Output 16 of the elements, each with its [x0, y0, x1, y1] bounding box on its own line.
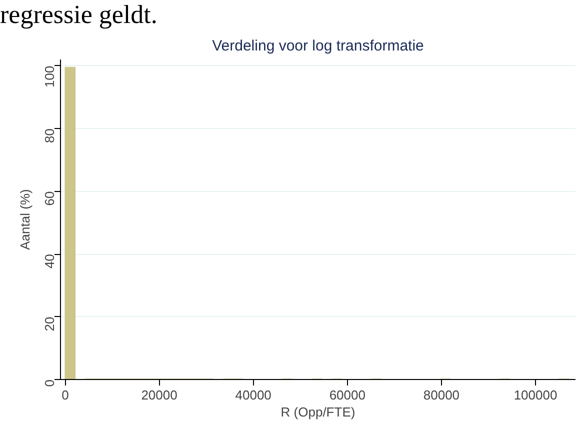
text: regressie geldt.: [0, 0, 158, 30]
y-tick-label: 40: [42, 254, 57, 268]
y-axis-title: Aantal (%): [18, 189, 32, 250]
y-tick-label: 60: [42, 191, 57, 206]
y-tick-label: 20: [42, 316, 57, 332]
x-tick-label: 20000: [141, 388, 178, 402]
x-tick-label: 60000: [329, 388, 366, 402]
chart-title: Verdeling voor log transformatie: [212, 38, 424, 54]
x-tick-label: 80000: [423, 388, 460, 402]
y-tick-label: 100: [42, 66, 57, 88]
y-tick-label: 0: [42, 379, 57, 387]
x-tick-label: 40000: [235, 388, 272, 402]
x-tick-label: 100000: [514, 388, 558, 402]
x-axis-title: R (Opp/FTE): [280, 404, 356, 420]
x-tick-label: 0: [62, 388, 69, 402]
y-tick-label: 80: [42, 128, 57, 143]
